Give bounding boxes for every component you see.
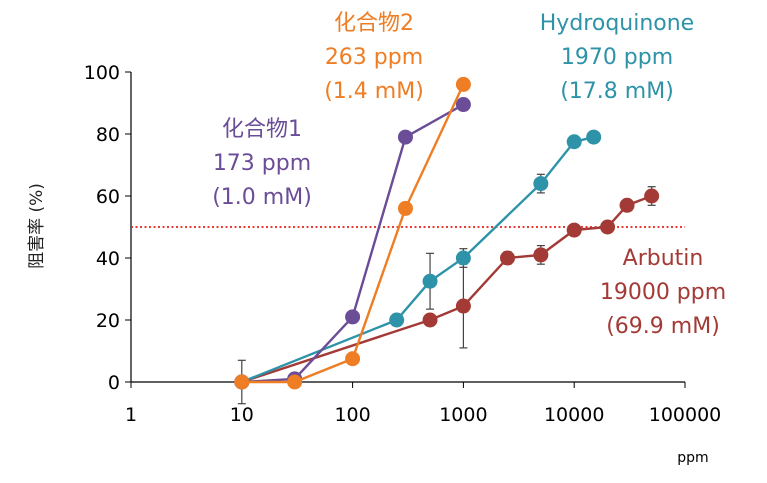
annotation-text: (1.4 mM) — [324, 79, 424, 104]
annotation-text: Arbutin — [623, 246, 704, 271]
annotation-text: 化合物2 — [334, 11, 414, 36]
series-0 — [234, 186, 660, 405]
x-tick-label: 100000 — [649, 404, 722, 426]
data-point — [499, 250, 515, 266]
data-point — [345, 351, 361, 367]
x-tick-label: 10000 — [544, 404, 604, 426]
y-tick-label: 100 — [84, 62, 120, 84]
y-tick-label: 20 — [96, 310, 120, 332]
annotation-text: 化合物1 — [222, 117, 302, 142]
annotations: 化合物2 263 ppm (1.4 mM) Hydroquinone 1970 ppm (… — [212, 11, 726, 339]
data-point — [397, 200, 413, 216]
y-tick-label: 0 — [108, 372, 120, 394]
x-tick-label: 1 — [125, 404, 137, 426]
data-point — [234, 374, 250, 390]
annotation-text: 263 ppm — [325, 45, 423, 70]
series-line — [241, 103, 464, 384]
x-tick-label: 1000 — [439, 404, 487, 426]
data-point — [586, 129, 602, 145]
data-point — [566, 222, 582, 238]
data-point — [389, 312, 405, 328]
x-tick-label: 100 — [334, 404, 370, 426]
data-point — [455, 76, 471, 92]
x-axis-unit: ppm — [677, 450, 708, 466]
data-point — [455, 250, 471, 266]
data-point — [600, 219, 616, 235]
y-tick-label: 40 — [96, 248, 120, 270]
y-tick-label: 80 — [96, 124, 120, 146]
data-point — [533, 247, 549, 263]
data-point — [455, 97, 471, 113]
data-point — [619, 197, 635, 213]
annotation-text: (17.8 mM) — [560, 79, 674, 104]
annotation-text: 19000 ppm — [600, 280, 726, 305]
annotation-text: (69.9 mM) — [606, 314, 720, 339]
data-point — [397, 129, 413, 145]
axes: 0 20 40 60 80 100 1 10 100 1000 10000 100000 — [84, 62, 722, 426]
data-point — [533, 176, 549, 192]
series-3 — [234, 76, 471, 390]
data-point — [422, 312, 438, 328]
data-point — [422, 273, 438, 289]
y-tick-label: 60 — [96, 186, 120, 208]
annotation-text: 1970 ppm — [561, 45, 673, 70]
annotation-text: Hydroquinone — [540, 11, 694, 36]
data-point — [566, 134, 582, 150]
x-tick-label: 10 — [230, 404, 254, 426]
annotation-text: 173 ppm — [213, 151, 311, 176]
data-point — [345, 309, 361, 325]
data-point — [644, 188, 660, 204]
annotation-text: (1.0 mM) — [212, 185, 312, 210]
data-point — [287, 374, 303, 390]
series-line — [241, 194, 653, 384]
series-group — [234, 76, 660, 405]
data-point — [455, 298, 471, 314]
y-axis-label: 阻害率 (%) — [27, 183, 47, 269]
